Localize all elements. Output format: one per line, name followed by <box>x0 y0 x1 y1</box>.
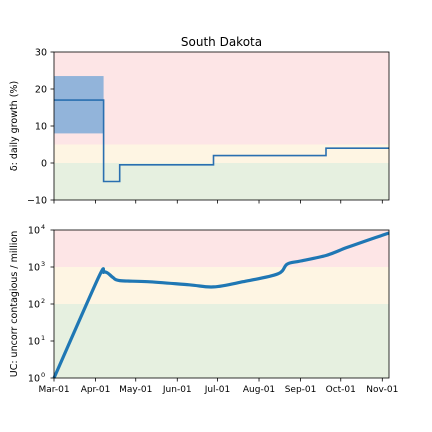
contagious-series <box>52 231 390 379</box>
contagious-x-tick-label: Sep-01 <box>285 385 317 395</box>
growth-y-tick-label: 0 <box>41 159 47 170</box>
growth-series-line-0 <box>54 99 389 183</box>
contagious-x-tick-label: Oct-01 <box>326 385 356 395</box>
growth-y-tick-label: 30 <box>35 48 47 59</box>
contagious-y-tick-label: 10 <box>28 263 40 274</box>
growth-y-axis-label: δ: daily growth (%) <box>9 81 20 171</box>
contagious-y-tick-label: 10 <box>28 226 40 237</box>
contagious-y-tick-exponent: 4 <box>41 223 45 231</box>
contagious-x-tick-label: Mar-01 <box>38 385 69 395</box>
growth-series <box>54 99 389 183</box>
growth-y-ticks: 30 20 10 0 −10 <box>27 48 54 207</box>
contagious-y-tick-label: 10 <box>28 300 40 311</box>
contagious-y-tick-exponent: 2 <box>41 297 45 305</box>
contagious-zone-0 <box>54 304 389 378</box>
contagious-zones <box>54 230 389 378</box>
growth-y-tick-label: 10 <box>35 122 47 133</box>
chart-title: South Dakota <box>181 35 262 49</box>
growth-panel: South Dakota 30 20 10 0 −10 δ: daily growth … <box>9 35 390 207</box>
contagious-y-tick-label: 10 <box>28 374 40 385</box>
growth-y-tick-label: −10 <box>27 196 47 207</box>
growth-zone-1 <box>54 144 389 163</box>
contagious-x-tick-label: Nov-01 <box>366 385 398 395</box>
growth-zone-2 <box>54 52 389 145</box>
contagious-y-tick-label: 10 <box>28 337 40 348</box>
contagious-series-line-0 <box>52 231 390 379</box>
contagious-y-axis-label: UC: uncorr contagious / million <box>9 231 20 378</box>
contagious-x-tick-label: May-01 <box>119 385 152 395</box>
growth-band <box>54 76 104 134</box>
contagious-zone-2 <box>54 230 389 267</box>
contagious-x-tick-label: Jul-01 <box>204 385 231 395</box>
contagious-y-tick-exponent: 1 <box>41 334 45 342</box>
contagious-x-tick-label: Apr-01 <box>81 385 111 395</box>
growth-y-tick-label: 20 <box>35 85 47 96</box>
contagious-x-tick-label: Aug-01 <box>243 385 275 395</box>
growth-uncertainty-band <box>54 76 104 134</box>
contagious-y-tick-exponent: 3 <box>41 260 45 268</box>
contagious-x-ticks: Mar-01 Apr-01 May-01 Jun-01 Jul-01 Aug-01 Sep-… <box>38 378 398 395</box>
contagious-x-tick-label: Jun-01 <box>162 385 192 395</box>
growth-x-ticks <box>53 200 383 204</box>
growth-zones <box>54 52 389 200</box>
contagious-y-tick-exponent: 0 <box>41 371 45 379</box>
